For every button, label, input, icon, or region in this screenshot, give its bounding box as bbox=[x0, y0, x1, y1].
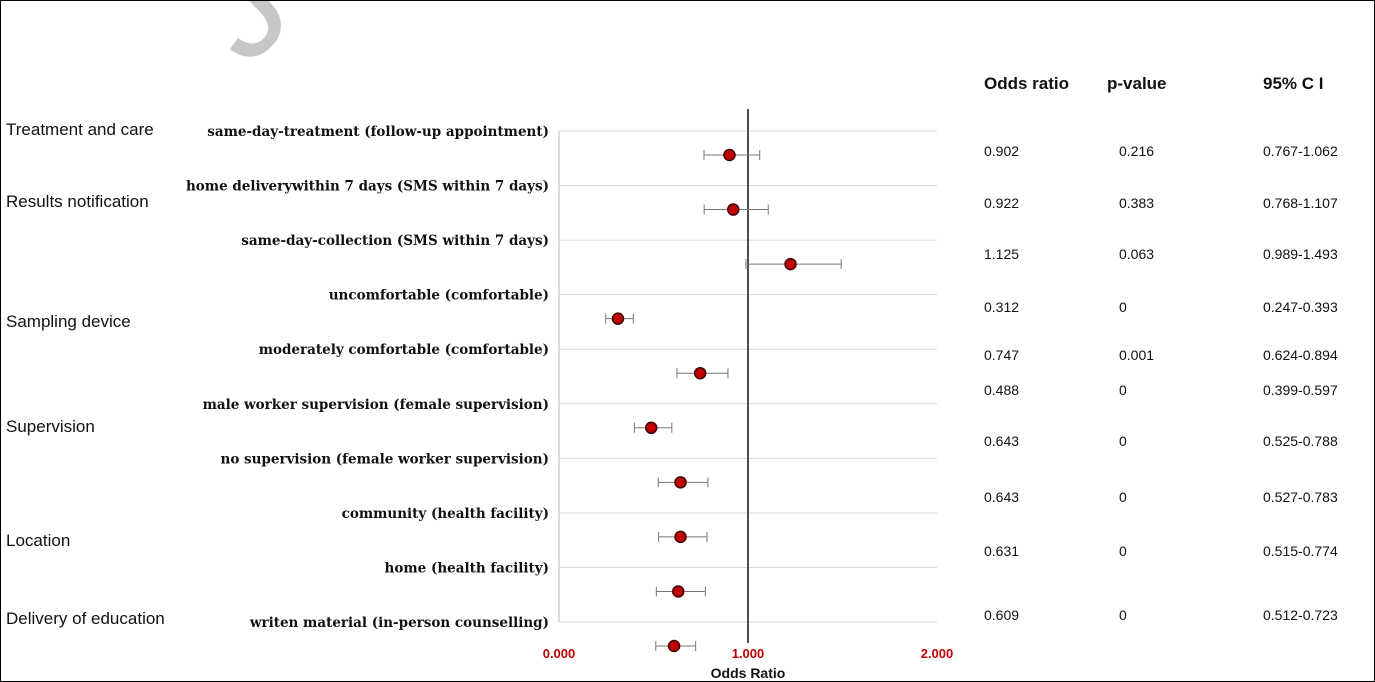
table-cell: 0.767-1.062 bbox=[1263, 143, 1338, 159]
table-cell: 0.383 bbox=[1119, 195, 1155, 211]
table-cell: 0.643 bbox=[984, 433, 1020, 449]
row-label: same-day-collection (SMS within 7 days) bbox=[241, 233, 549, 249]
odds-ratio-marker bbox=[644, 421, 658, 435]
x-tick-label: 2.000 bbox=[921, 646, 954, 661]
table-cell: 0.609 bbox=[984, 607, 1020, 623]
odds-ratio-marker bbox=[674, 530, 687, 544]
table-cell: 0.515-0.774 bbox=[1263, 543, 1338, 559]
row-label: no supervision (female worker supervisio… bbox=[221, 451, 550, 467]
data-marks bbox=[605, 148, 842, 653]
category-label-results: Results notification bbox=[6, 192, 149, 211]
category-label-location: Location bbox=[6, 531, 71, 550]
table-cell: 0.902 bbox=[984, 143, 1020, 159]
odds-ratio-marker bbox=[693, 366, 707, 380]
table-cell: 0.488 bbox=[984, 382, 1020, 398]
odds-ratio-marker bbox=[667, 639, 681, 653]
row-label: home (health facility) bbox=[385, 560, 549, 576]
row-label: moderately comfortable (comfortable) bbox=[259, 342, 549, 358]
category-label-sampling: Sampling device bbox=[6, 312, 131, 331]
row-labels: same-day-treatment (follow-up appointmen… bbox=[186, 124, 549, 631]
odds-ratio-marker bbox=[727, 203, 740, 216]
row-label: home deliverywithin 7 days (SMS within 7… bbox=[186, 179, 549, 195]
row-label: male worker supervision (female supervis… bbox=[203, 397, 549, 413]
table-cell: 0.399-0.597 bbox=[1263, 382, 1338, 398]
x-axis-label: Odds Ratio bbox=[711, 665, 786, 681]
table-cell: 0.527-0.783 bbox=[1263, 489, 1338, 505]
table-cell: 0.624-0.894 bbox=[1263, 347, 1338, 363]
table-cell: 0.512-0.723 bbox=[1263, 607, 1338, 623]
table-cell: 0.922 bbox=[984, 195, 1020, 211]
category-label-supervision: Supervision bbox=[6, 417, 95, 436]
odds-ratio-marker bbox=[611, 312, 625, 325]
table-cell: 0.001 bbox=[1119, 347, 1155, 363]
category-label-treatment: Treatment and care bbox=[6, 120, 154, 139]
table-cell: 0 bbox=[1119, 489, 1127, 505]
table-cell: 0.312 bbox=[984, 299, 1020, 315]
table-cell: 0.247-0.393 bbox=[1263, 299, 1338, 315]
row-label: community (health facility) bbox=[342, 506, 549, 522]
odds-ratio-marker bbox=[784, 257, 797, 271]
table-cell: 0 bbox=[1119, 607, 1127, 623]
x-tick-label: 1.000 bbox=[732, 646, 765, 661]
table-cell: 0.216 bbox=[1119, 143, 1155, 159]
table-cell: 0 bbox=[1119, 543, 1127, 559]
row-label: writen material (in-person counselling) bbox=[249, 615, 549, 631]
table-cell: 0.063 bbox=[1119, 246, 1155, 262]
table-header-p-value: p-value bbox=[1107, 74, 1167, 93]
table-cell: 0.989-1.493 bbox=[1263, 246, 1338, 262]
x-tick-labels: 0.000 1.000 2.000 bbox=[543, 646, 954, 661]
odds-ratio-marker bbox=[674, 476, 687, 489]
x-tick-label: 0.000 bbox=[543, 646, 576, 661]
table-cell: 0.631 bbox=[984, 543, 1020, 559]
table-cell: 0.747 bbox=[984, 347, 1020, 363]
table-cell: 0.643 bbox=[984, 489, 1020, 505]
odds-ratio-marker bbox=[723, 148, 736, 162]
odds-ratio-marker bbox=[672, 585, 685, 598]
axes bbox=[558, 109, 749, 643]
table-cell: 0 bbox=[1119, 299, 1127, 315]
row-label: same-day-treatment (follow-up appointmen… bbox=[207, 124, 549, 140]
table-header-odds-ratio: Odds ratio bbox=[984, 74, 1070, 93]
table-cell: 0 bbox=[1119, 382, 1127, 398]
table-cell: 0.768-1.107 bbox=[1263, 195, 1338, 211]
category-label-education: Delivery of education bbox=[6, 609, 165, 628]
table-cell: 0 bbox=[1119, 433, 1127, 449]
table-cell: 0.525-0.788 bbox=[1263, 433, 1338, 449]
table-cell: 1.125 bbox=[984, 246, 1020, 262]
row-label: uncomfortable (comfortable) bbox=[329, 288, 549, 304]
table-header-ci: 95% C I bbox=[1263, 74, 1324, 93]
